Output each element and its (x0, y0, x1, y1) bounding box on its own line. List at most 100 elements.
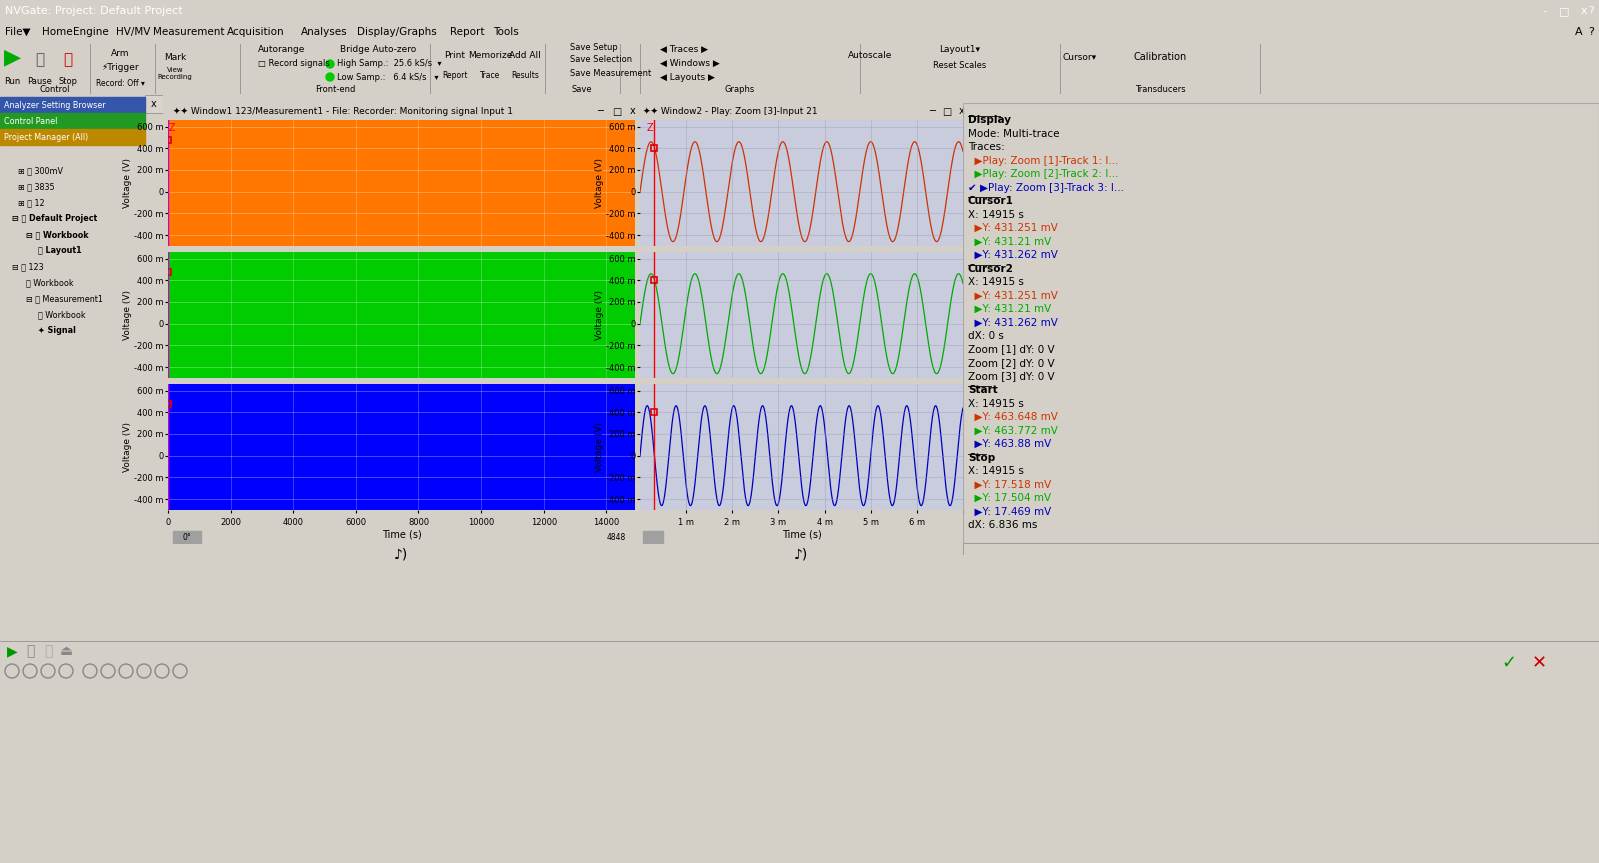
Text: Bridge Auto-zero: Bridge Auto-zero (341, 45, 416, 54)
Text: ✦ Signal: ✦ Signal (38, 326, 75, 335)
Text: □: □ (1559, 6, 1569, 16)
Bar (0, 113, 146, 129)
Text: x: x (958, 106, 964, 117)
Text: ▶Play: Zoom [2]-Track 2: I...: ▶Play: Zoom [2]-Track 2: I... (967, 169, 1118, 179)
Text: ✦✦ Window1 123/Measurement1 - File: Recorder: Monitoring signal Input 1: ✦✦ Window1 123/Measurement1 - File: Reco… (173, 107, 513, 116)
Text: Z: Z (648, 123, 654, 133)
Text: ✓: ✓ (1501, 654, 1516, 672)
Text: dX: 6.836 ms: dX: 6.836 ms (967, 520, 1038, 530)
Text: Project Manager (All): Project Manager (All) (5, 133, 88, 142)
Text: Stop: Stop (59, 77, 77, 85)
Text: Start: Start (967, 385, 998, 395)
Text: Reset Scales: Reset Scales (934, 60, 987, 70)
Text: ✦✦ Window2 - Play: Zoom [3]-Input 21: ✦✦ Window2 - Play: Zoom [3]-Input 21 (643, 107, 817, 116)
Bar (0, 129, 146, 145)
Text: Add All: Add All (508, 51, 540, 60)
Text: ▶Y: 431.21 mV: ▶Y: 431.21 mV (967, 304, 1051, 314)
Text: ▶Y: 431.251 mV: ▶Y: 431.251 mV (967, 223, 1059, 233)
Text: Mark: Mark (163, 53, 185, 61)
Text: 4848: 4848 (606, 532, 625, 541)
Circle shape (326, 73, 334, 81)
Text: Traces:: Traces: (967, 142, 1004, 152)
X-axis label: Time (s): Time (s) (782, 529, 822, 539)
Text: ⏹: ⏹ (43, 644, 53, 658)
Text: Zoom [2] dY: 0 V: Zoom [2] dY: 0 V (967, 358, 1055, 368)
Text: ⊟ 🗁 Workbook: ⊟ 🗁 Workbook (26, 230, 88, 239)
Text: File▼: File▼ (5, 27, 30, 37)
Text: Autorange: Autorange (257, 45, 305, 54)
Y-axis label: Voltage (V): Voltage (V) (595, 158, 603, 208)
Text: ▶Y: 17.518 mV: ▶Y: 17.518 mV (967, 480, 1051, 489)
Text: Print: Print (445, 51, 465, 60)
Text: ▶Y: 463.772 mV: ▶Y: 463.772 mV (967, 425, 1059, 436)
Text: x: x (630, 106, 635, 117)
Text: Front-end: Front-end (315, 85, 355, 94)
Bar (146, 95, 163, 113)
Circle shape (326, 60, 334, 68)
Text: □: □ (612, 106, 620, 117)
Text: ⊟ 🗁 123: ⊟ 🗁 123 (13, 262, 43, 271)
Text: Graphs: Graphs (724, 85, 755, 94)
Text: ⏸: ⏸ (26, 644, 34, 658)
Text: Trace: Trace (480, 71, 500, 79)
Text: Engine: Engine (74, 27, 109, 37)
Text: Measurement: Measurement (154, 27, 224, 37)
Text: Cursor2: Cursor2 (967, 263, 1014, 274)
Text: □: □ (942, 106, 951, 117)
Text: Zoom [3] dY: 0 V: Zoom [3] dY: 0 V (967, 371, 1055, 381)
Text: Report: Report (443, 71, 469, 79)
Text: ?: ? (1588, 6, 1594, 16)
Y-axis label: Voltage (V): Voltage (V) (123, 158, 131, 208)
Bar (643, 532, 662, 543)
Text: Home: Home (42, 27, 72, 37)
Text: ◀ Traces ▶: ◀ Traces ▶ (660, 45, 708, 54)
Text: ▶Y: 463.88 mV: ▶Y: 463.88 mV (967, 439, 1051, 449)
Text: HV/MV: HV/MV (117, 27, 150, 37)
Text: Cursor1: Cursor1 (967, 196, 1014, 206)
Y-axis label: Voltage (V): Voltage (V) (595, 422, 603, 472)
Text: ✔ ▶Play: Zoom [3]-Track 3: I...: ✔ ▶Play: Zoom [3]-Track 3: I... (967, 182, 1124, 192)
Text: A: A (1575, 27, 1583, 37)
Text: Report: Report (449, 27, 484, 37)
Text: ▶Y: 463.648 mV: ▶Y: 463.648 mV (967, 412, 1059, 422)
Text: -: - (1541, 6, 1546, 16)
Text: X: 14915 s: X: 14915 s (967, 277, 1023, 287)
Text: Autoscale: Autoscale (847, 51, 892, 60)
Text: ▶Y: 431.251 mV: ▶Y: 431.251 mV (967, 291, 1059, 300)
Text: Control Panel: Control Panel (5, 117, 58, 125)
Text: Low Samp.:   6.4 kS/s   ▾: Low Samp.: 6.4 kS/s ▾ (337, 72, 438, 81)
Text: 🗁 Workbook: 🗁 Workbook (38, 310, 86, 319)
Y-axis label: Voltage (V): Voltage (V) (595, 290, 603, 340)
Text: Transducers: Transducers (1135, 85, 1185, 94)
Text: Layout1▾: Layout1▾ (940, 45, 980, 54)
Text: Record: Off ▾: Record: Off ▾ (96, 79, 144, 87)
Y-axis label: Voltage (V): Voltage (V) (123, 422, 131, 472)
Text: Save: Save (572, 85, 592, 94)
Text: X: 14915 s: X: 14915 s (967, 466, 1023, 476)
Text: Results: Results (512, 71, 539, 79)
Text: 🗁 Workbook: 🗁 Workbook (26, 278, 74, 287)
Text: Mode: Multi-trace: Mode: Multi-trace (967, 129, 1060, 138)
Text: Control: Control (40, 85, 70, 94)
Text: ▶Y: 431.262 mV: ▶Y: 431.262 mV (967, 250, 1059, 260)
Text: ⊞ 🗁 12: ⊞ 🗁 12 (18, 198, 45, 207)
Text: ◀ Windows ▶: ◀ Windows ▶ (660, 59, 720, 67)
Text: ▶Y: 431.21 mV: ▶Y: 431.21 mV (967, 236, 1051, 247)
Text: ▶Y: 17.469 mV: ▶Y: 17.469 mV (967, 507, 1051, 516)
Text: ⊟ 🗂 Measurement1: ⊟ 🗂 Measurement1 (26, 294, 102, 303)
Text: View
Recording: View Recording (158, 66, 192, 79)
Text: 🗂 Layout1: 🗂 Layout1 (38, 246, 82, 255)
X-axis label: Time (s): Time (s) (382, 529, 422, 539)
Text: x: x (1581, 6, 1588, 16)
Text: ♪): ♪) (793, 547, 807, 561)
Text: Z: Z (168, 123, 174, 133)
Text: NVGate: Project: Default Project: NVGate: Project: Default Project (5, 6, 182, 16)
Text: Run: Run (3, 77, 21, 85)
Text: ⏸: ⏸ (35, 53, 45, 67)
Text: ✕: ✕ (1532, 654, 1546, 672)
Text: Acquisition: Acquisition (227, 27, 285, 37)
Text: ⚡Trigger: ⚡Trigger (101, 62, 139, 72)
Text: Save Selection: Save Selection (569, 54, 632, 64)
Text: ▶Y: 431.262 mV: ▶Y: 431.262 mV (967, 318, 1059, 327)
Text: Calibration: Calibration (1134, 52, 1186, 62)
